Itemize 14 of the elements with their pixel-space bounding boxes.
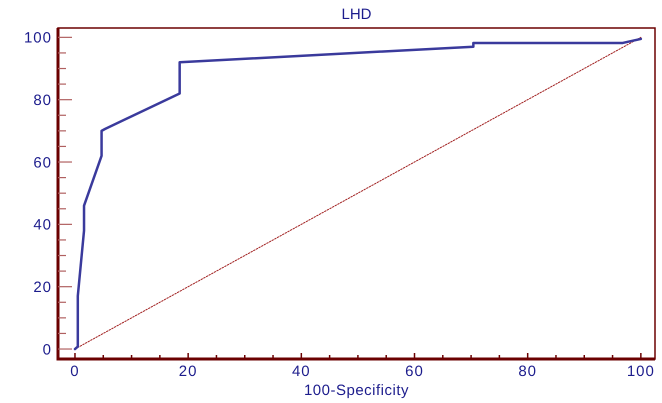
x-tick-label: 0	[70, 363, 80, 380]
x-tick-label: 100	[626, 363, 655, 380]
x-tick-label: 60	[405, 363, 424, 380]
y-tick-label: 100	[24, 30, 52, 47]
x-tick-label: 80	[518, 363, 538, 380]
x-tick-label: 20	[178, 363, 198, 380]
x-axis-title: 100-Specificity	[304, 382, 410, 399]
y-tick-label: 40	[33, 216, 52, 234]
x-tick-label: 40	[292, 363, 311, 380]
y-tick-label: 80	[33, 92, 52, 109]
y-tick-label: 0	[42, 341, 52, 358]
y-tick-label: 60	[33, 154, 52, 172]
y-tick-label: 20	[33, 278, 52, 296]
chart-title: LHD	[341, 6, 372, 23]
